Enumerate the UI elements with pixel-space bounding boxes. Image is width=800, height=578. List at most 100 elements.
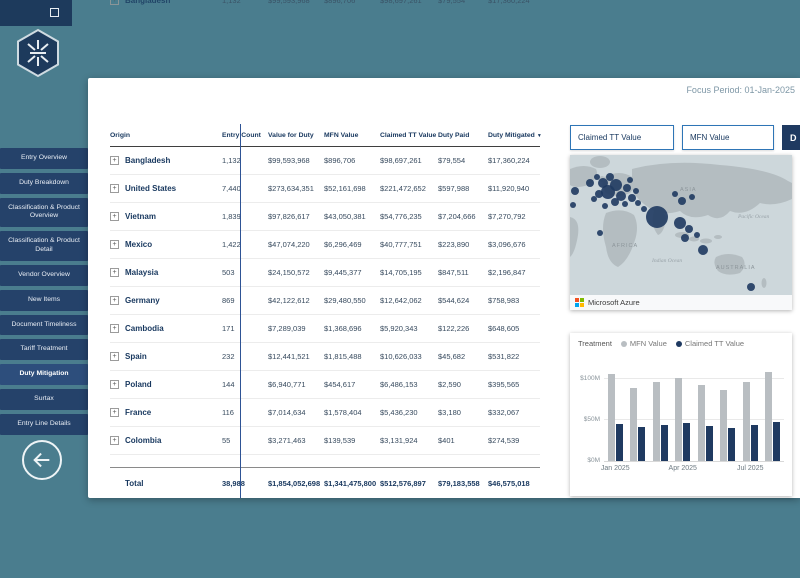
filter-claimed-tt-value[interactable]: Claimed TT Value	[570, 125, 674, 150]
table-row-mexico[interactable]: + Mexico 1,422 $47,074,220 $6,296,469 $40,777…	[110, 231, 540, 259]
map-visual[interactable]: ASIA AFRICA AUSTRALIA Pacific Ocean Indian O…	[570, 155, 792, 310]
value-cell: $332,067	[488, 408, 520, 417]
expand-icon[interactable]: +	[110, 268, 119, 277]
map-bubble[interactable]	[641, 206, 647, 212]
value-cell: 144	[222, 380, 235, 389]
table-row-spain[interactable]: + Spain 232 $12,441,521 $1,815,488 $10,626,03…	[110, 343, 540, 371]
map-bubble[interactable]	[606, 173, 614, 181]
table-row-germany[interactable]: + Germany 869 $42,122,612 $29,480,550 $12,642…	[110, 287, 540, 315]
sidebar-item-document-timeliness[interactable]: Document Timeliness	[0, 314, 88, 336]
column-header-entry-count[interactable]: Entry Count	[222, 131, 261, 139]
column-header-mfn-value[interactable]: MFN Value	[324, 131, 359, 139]
table-row-united-states[interactable]: + United States 7,440 $273,634,351 $52,161,6…	[110, 175, 540, 203]
map-bubble[interactable]	[591, 196, 597, 202]
filter-mfn-value[interactable]: MFN Value	[682, 125, 774, 150]
bar-mfn-aug-2025[interactable]	[765, 371, 772, 461]
window-icon[interactable]	[50, 8, 59, 17]
bar-claimed-tt-mar-2025[interactable]	[660, 425, 668, 461]
table-row-vietnam[interactable]: + Vietnam 1,839 $97,826,617 $43,050,381 $54,7…	[110, 203, 540, 231]
sidebar-nav: Entry Overview Duty Breakdown Classificati…	[0, 148, 88, 435]
column-header-duty-paid[interactable]: Duty Paid	[438, 131, 470, 139]
clipped-edge-button[interactable]: D	[782, 125, 800, 150]
table-row-bangladesh[interactable]: + Bangladesh 1,132 $99,593,968 $896,706 $98,6…	[110, 147, 540, 175]
map-bubble[interactable]	[672, 191, 678, 197]
expand-icon[interactable]: +	[110, 212, 119, 221]
expand-icon[interactable]: +	[110, 408, 119, 417]
map-bubble[interactable]	[597, 230, 603, 236]
map-bubble[interactable]	[678, 197, 686, 205]
map-bubble[interactable]	[571, 187, 579, 195]
map-bubble[interactable]	[627, 177, 633, 183]
expand-icon[interactable]: +	[110, 184, 119, 193]
legend-item-claimed-tt[interactable]: Claimed TT Value	[675, 339, 744, 348]
bar-mfn-apr-2025[interactable]	[675, 377, 682, 461]
table-row-bangladesh[interactable]: + Bangladesh 1,132 $99,593,968 $896,706 $98,6…	[110, 0, 540, 9]
bar-mfn-feb-2025[interactable]	[630, 387, 637, 461]
bar-claimed-tt-apr-2025[interactable]	[683, 423, 690, 461]
map-bubble[interactable]	[586, 179, 594, 187]
map-bubble[interactable]	[595, 190, 603, 198]
table-row-cambodia[interactable]: + Cambodia 171 $7,289,039 $1,368,696 $5,920,3…	[110, 315, 540, 343]
map-bubble[interactable]	[616, 191, 626, 201]
map-bubble[interactable]	[628, 194, 636, 202]
expand-icon[interactable]: +	[110, 324, 119, 333]
column-header-value-for-duty[interactable]: Value for Duty	[268, 131, 314, 139]
sidebar-item-vendor-overview[interactable]: Vendor Overview	[0, 264, 88, 286]
bar-mfn-jun-2025[interactable]	[720, 389, 727, 461]
expand-icon[interactable]: +	[110, 352, 119, 361]
table-row-colombia[interactable]: + Colombia 55 $3,271,463 $139,539 $3,131,924 $…	[110, 427, 540, 455]
bar-claimed-tt-jan-2025[interactable]	[615, 424, 623, 461]
map-bubble[interactable]	[685, 225, 693, 233]
gridline-100	[604, 378, 784, 380]
expand-icon[interactable]: +	[110, 436, 119, 445]
sidebar-item-classification-product-overview[interactable]: Classification & Product Overview	[0, 197, 88, 228]
sidebar-item-entry-overview[interactable]: Entry Overview	[0, 148, 88, 169]
map-bubble[interactable]	[633, 188, 639, 194]
column-header-origin[interactable]: Origin	[110, 131, 131, 139]
sidebar-item-classification-product-detail[interactable]: Classification & Product Detail	[0, 231, 88, 261]
sidebar-item-surtax[interactable]: Surtax	[0, 389, 88, 410]
map-bubble[interactable]	[611, 198, 619, 206]
map-bubble[interactable]	[622, 201, 628, 207]
bar-mfn-jul-2025[interactable]	[742, 381, 750, 461]
sidebar-item-tariff-treatment[interactable]: Tariff Treatment	[0, 339, 88, 361]
table-row-poland[interactable]: + Poland 144 $6,940,771 $454,617 $6,486,153 $2…	[110, 371, 540, 399]
map-bubble[interactable]	[646, 206, 668, 228]
map-bubble[interactable]	[694, 232, 700, 238]
bar-claimed-tt-aug-2025[interactable]	[773, 421, 780, 461]
back-button[interactable]	[22, 440, 62, 480]
map-bubble[interactable]	[602, 203, 608, 209]
table-row-france[interactable]: + France 116 $7,014,634 $1,578,404 $5,436,230…	[110, 399, 540, 427]
bar-mfn-may-2025[interactable]	[697, 385, 705, 461]
expand-icon[interactable]: +	[110, 156, 119, 165]
map-bubble[interactable]	[601, 185, 615, 199]
table-row-malaysia[interactable]: + Malaysia 503 $24,150,572 $9,445,377 $14,705…	[110, 259, 540, 287]
map-bubble[interactable]	[698, 245, 708, 255]
map-bubble[interactable]	[594, 174, 600, 180]
column-header-claimed-tt-value[interactable]: Claimed TT Value	[380, 131, 437, 139]
bar-claimed-tt-feb-2025[interactable]	[638, 426, 645, 461]
column-header-duty-mitigated[interactable]: Duty Mitigated ▼	[488, 131, 542, 139]
legend-item-mfn[interactable]: MFN Value	[620, 339, 667, 348]
bar-claimed-tt-jun-2025[interactable]	[728, 427, 735, 461]
bar-mfn-mar-2025[interactable]	[652, 381, 660, 461]
expand-icon[interactable]: +	[110, 296, 119, 305]
sidebar-item-duty-breakdown[interactable]: Duty Breakdown	[0, 172, 88, 194]
sidebar-item-new-items[interactable]: New Items	[0, 289, 88, 311]
map-bubble[interactable]	[681, 234, 689, 242]
map-bubble[interactable]	[689, 194, 695, 200]
map-bubble[interactable]	[674, 217, 686, 229]
map-bubble[interactable]	[635, 200, 641, 206]
sidebar-item-entry-line-details[interactable]: Entry Line Details	[0, 413, 88, 435]
expand-icon[interactable]: +	[110, 240, 119, 249]
sidebar-item-duty-mitigation[interactable]: Duty Mitigation	[0, 364, 88, 386]
map-bubble[interactable]	[623, 184, 631, 192]
bar-claimed-tt-may-2025[interactable]	[705, 425, 713, 461]
bar-mfn-jan-2025[interactable]	[607, 373, 615, 461]
bar-claimed-tt-jul-2025[interactable]	[750, 425, 758, 461]
treatment-bar-chart[interactable]: Treatment MFN Value Claimed TT Value $0M…	[570, 333, 792, 496]
expand-icon[interactable]: +	[110, 0, 119, 5]
map-bubble[interactable]	[747, 283, 755, 291]
map-bubble[interactable]	[570, 202, 576, 208]
expand-icon[interactable]: +	[110, 380, 119, 389]
